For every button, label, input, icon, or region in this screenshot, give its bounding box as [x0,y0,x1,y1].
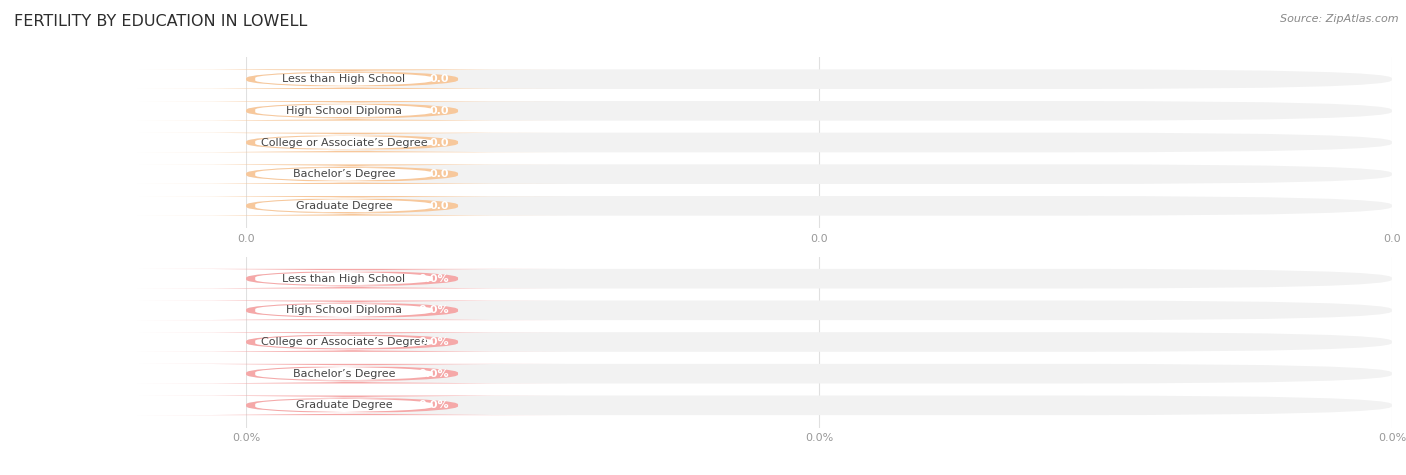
FancyBboxPatch shape [138,196,567,216]
FancyBboxPatch shape [246,364,1392,383]
Text: Source: ZipAtlas.com: Source: ZipAtlas.com [1281,14,1399,24]
FancyBboxPatch shape [138,164,567,184]
FancyBboxPatch shape [138,396,567,415]
FancyBboxPatch shape [138,301,567,320]
Text: 0.0%: 0.0% [418,369,449,379]
Text: 0.0: 0.0 [429,74,449,84]
FancyBboxPatch shape [204,303,485,318]
Text: 0.0%: 0.0% [418,337,449,347]
FancyBboxPatch shape [204,72,485,87]
FancyBboxPatch shape [204,271,485,286]
FancyBboxPatch shape [204,198,485,213]
Text: High School Diploma: High School Diploma [285,106,402,116]
FancyBboxPatch shape [138,101,567,121]
FancyBboxPatch shape [204,366,485,381]
FancyBboxPatch shape [138,269,567,288]
Text: Graduate Degree: Graduate Degree [295,201,392,211]
Text: Bachelor’s Degree: Bachelor’s Degree [292,369,395,379]
Text: Graduate Degree: Graduate Degree [295,400,392,410]
FancyBboxPatch shape [204,167,485,182]
Text: Bachelor’s Degree: Bachelor’s Degree [292,169,395,179]
FancyBboxPatch shape [246,69,1392,89]
Text: 0.0%: 0.0% [418,400,449,410]
FancyBboxPatch shape [138,332,567,352]
FancyBboxPatch shape [138,69,567,89]
FancyBboxPatch shape [204,135,485,150]
Text: Less than High School: Less than High School [283,274,405,284]
FancyBboxPatch shape [246,269,1392,288]
Text: 0.0: 0.0 [429,137,449,148]
FancyBboxPatch shape [138,133,567,152]
Text: FERTILITY BY EDUCATION IN LOWELL: FERTILITY BY EDUCATION IN LOWELL [14,14,308,29]
FancyBboxPatch shape [246,396,1392,415]
FancyBboxPatch shape [138,364,567,383]
FancyBboxPatch shape [246,196,1392,216]
FancyBboxPatch shape [246,301,1392,320]
FancyBboxPatch shape [246,101,1392,121]
FancyBboxPatch shape [246,164,1392,184]
Text: 0.0: 0.0 [429,106,449,116]
FancyBboxPatch shape [204,103,485,118]
Text: 0.0: 0.0 [429,169,449,179]
FancyBboxPatch shape [246,332,1392,352]
FancyBboxPatch shape [204,334,485,350]
Text: 0.0%: 0.0% [418,305,449,315]
Text: College or Associate’s Degree: College or Associate’s Degree [260,337,427,347]
Text: 0.0%: 0.0% [418,274,449,284]
Text: 0.0: 0.0 [429,201,449,211]
FancyBboxPatch shape [246,133,1392,152]
Text: Less than High School: Less than High School [283,74,405,84]
Text: High School Diploma: High School Diploma [285,305,402,315]
Text: College or Associate’s Degree: College or Associate’s Degree [260,137,427,148]
FancyBboxPatch shape [204,398,485,413]
